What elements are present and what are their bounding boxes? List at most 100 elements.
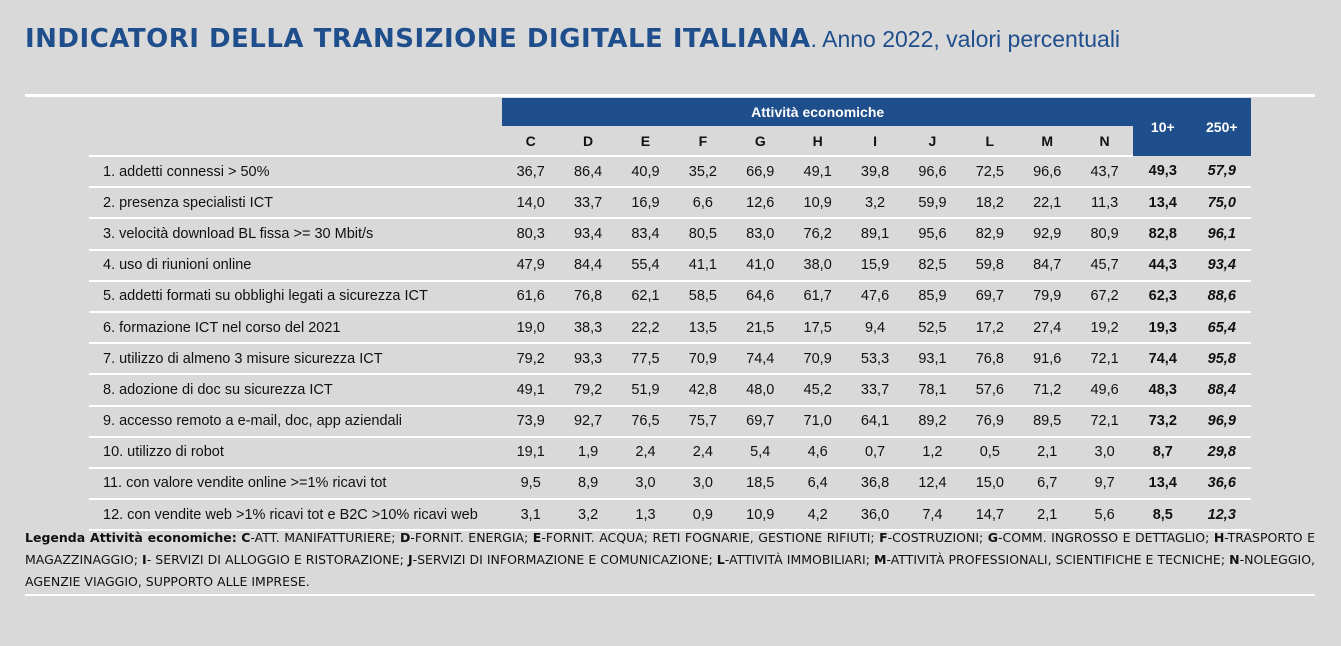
cell-value: 2,1	[1018, 499, 1076, 532]
cell-value: 11,3	[1075, 187, 1134, 220]
legend-text: -ATTIVITÀ PROFESSIONALI, SCIENTIFICHE E …	[886, 552, 1230, 567]
cell-value: 15,9	[846, 249, 904, 282]
cell-value: 76,5	[616, 405, 675, 438]
cell-value: 82,5	[903, 249, 962, 282]
cell-value: 76,2	[788, 218, 847, 251]
legend-item: I- SERVIZI DI ALLOGGIO E RISTORAZIONE;	[142, 552, 408, 567]
cell-value: 42,8	[674, 374, 732, 407]
cell-value: 0,7	[846, 436, 904, 469]
legend-text: -ATT. MANIFATTURIERE;	[250, 530, 401, 545]
cell-value: 13,5	[674, 311, 732, 345]
cell-value: 72,1	[1075, 405, 1134, 438]
table-row: 2. presenza specialisti ICT 14,0 33,7 16,9 6…	[89, 187, 1252, 220]
legend-item: F-COSTRUZIONI;	[879, 530, 988, 545]
column-header-c: C	[502, 126, 560, 157]
cell-value: 93,1	[903, 343, 962, 376]
cell-value: 76,9	[961, 405, 1019, 438]
cell-total-10: 49,3	[1133, 156, 1193, 189]
cell-total-250: 96,1	[1192, 218, 1252, 251]
cell-value: 36,8	[846, 467, 904, 501]
cell-value: 74,4	[731, 343, 789, 376]
cell-total-10: 44,3	[1133, 249, 1193, 282]
cell-value: 57,6	[961, 374, 1019, 407]
cell-value: 47,9	[502, 249, 560, 282]
cell-total-250: 95,8	[1192, 343, 1252, 376]
cell-total-250: 93,4	[1192, 249, 1252, 282]
cell-value: 0,9	[674, 499, 732, 532]
cell-total-250: 65,4	[1192, 311, 1252, 345]
cell-value: 51,9	[616, 374, 675, 407]
cell-value: 22,2	[616, 311, 675, 345]
cell-value: 64,6	[731, 280, 789, 313]
cell-value: 35,2	[674, 156, 732, 189]
cell-value: 9,5	[502, 467, 560, 501]
cell-value: 93,3	[559, 343, 617, 376]
cell-value: 79,9	[1018, 280, 1076, 313]
cell-value: 3,2	[846, 187, 904, 220]
cell-value: 18,2	[961, 187, 1019, 220]
cell-value: 70,9	[674, 343, 732, 376]
cell-value: 64,1	[846, 405, 904, 438]
cell-value: 59,9	[903, 187, 962, 220]
cell-total-250: 96,9	[1192, 405, 1252, 438]
table-row: 4. uso di riunioni online 47,9 84,4 55,4 41,…	[89, 249, 1252, 282]
row-label: 7. utilizzo di almeno 3 misure sicurezza…	[89, 343, 502, 376]
table-row: 1. addetti connessi > 50% 36,7 86,4 40,9 35,…	[89, 156, 1252, 189]
cell-value: 78,1	[903, 374, 962, 407]
cell-value: 3,0	[616, 467, 675, 501]
row-label: 3. velocità download BL fissa >= 30 Mbit…	[89, 218, 502, 251]
cell-value: 0,5	[961, 436, 1019, 469]
column-header-i: I	[846, 126, 904, 157]
cell-value: 15,0	[961, 467, 1019, 501]
column-header-n: N	[1075, 126, 1134, 157]
cell-value: 79,2	[559, 374, 617, 407]
header-label-spacer	[89, 126, 502, 157]
legend-item: G-COMM. INGROSSO E DETTAGLIO;	[988, 530, 1214, 545]
cell-value: 33,7	[846, 374, 904, 407]
cell-value: 17,2	[961, 311, 1019, 345]
legend-item: N-NOLEGGIO, AGENZIE VIAGGIO, SUPPORTO AL…	[25, 552, 1315, 589]
legend-code: L	[716, 552, 725, 567]
cell-value: 33,7	[559, 187, 617, 220]
cell-value: 18,5	[731, 467, 789, 501]
cell-value: 67,2	[1075, 280, 1134, 313]
cell-total-250: 75,0	[1192, 187, 1252, 220]
cell-total-250: 36,6	[1192, 467, 1252, 501]
legend-code: M	[874, 552, 887, 567]
cell-value: 2,4	[616, 436, 675, 469]
cell-value: 10,9	[731, 499, 789, 532]
cell-value: 95,6	[903, 218, 962, 251]
cell-value: 21,5	[731, 311, 789, 345]
legend-heading: Legenda Attività economiche:	[25, 530, 237, 545]
legend: Legenda Attività economiche: C-ATT. MANI…	[25, 527, 1315, 593]
cell-total-10: 82,8	[1133, 218, 1193, 251]
cell-total-250: 57,9	[1192, 156, 1252, 189]
row-label: 2. presenza specialisti ICT	[89, 187, 502, 220]
cell-value: 38,0	[788, 249, 847, 282]
legend-text: -SERVIZI DI INFORMAZIONE E COMUNICAZIONE…	[412, 552, 717, 567]
title-subtitle: . Anno 2022, valori percentuali	[810, 26, 1121, 52]
column-header-m: M	[1018, 126, 1076, 157]
column-header-g: G	[731, 126, 789, 157]
row-label: 11. con valore vendite online >=1% ricav…	[89, 467, 502, 501]
cell-value: 76,8	[559, 280, 617, 313]
table-row: 6. formazione ICT nel corso del 2021 19,0…	[89, 311, 1252, 345]
cell-total-250: 88,6	[1192, 280, 1252, 313]
cell-value: 92,9	[1018, 218, 1076, 251]
column-header-l: L	[961, 126, 1019, 157]
legend-item: E-FORNIT. ACQUA; RETI FOGNARIE, GESTIONE…	[533, 530, 879, 545]
cell-value: 84,4	[559, 249, 617, 282]
legend-item: L-ATTIVITÀ IMMOBILIARI;	[717, 552, 874, 567]
cell-value: 38,3	[559, 311, 617, 345]
cell-value: 76,8	[961, 343, 1019, 376]
legend-text: - SERVIZI DI ALLOGGIO E RISTORAZIONE;	[146, 552, 408, 567]
cell-value: 93,4	[559, 218, 617, 251]
cell-value: 12,6	[731, 187, 789, 220]
cell-value: 47,6	[846, 280, 904, 313]
table-row: 11. con valore vendite online >=1% ricav…	[89, 467, 1252, 501]
cell-total-250: 29,8	[1192, 436, 1252, 469]
legend-item: M-ATTIVITÀ PROFESSIONALI, SCIENTIFICHE E…	[874, 552, 1229, 567]
legend-item: C-ATT. MANIFATTURIERE;	[241, 530, 400, 545]
cell-value: 17,5	[788, 311, 847, 345]
cell-value: 96,6	[903, 156, 962, 189]
